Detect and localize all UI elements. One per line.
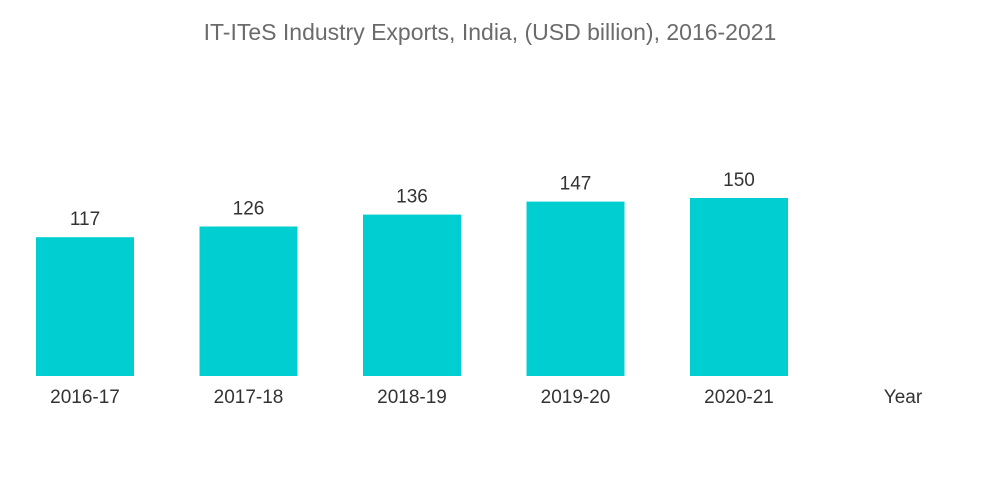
x-tick-label-2017-18: 2017-18 bbox=[214, 387, 284, 408]
bars-layer bbox=[36, 198, 788, 376]
bar-2020-21 bbox=[690, 198, 788, 376]
data-label-2020-21: 150 bbox=[723, 170, 755, 191]
data-label-2016-17: 117 bbox=[70, 209, 100, 230]
bar-2016-17 bbox=[36, 237, 134, 376]
bar-2019-20 bbox=[526, 201, 625, 376]
x-tick-label-2019-20: 2019-20 bbox=[541, 387, 611, 408]
data-label-2017-18: 126 bbox=[233, 199, 265, 220]
x-tick-labels: 2016-17 2017-18 2018-19 2019-20 2020-21 bbox=[50, 387, 774, 408]
x-tick-label-2016-17: 2016-17 bbox=[50, 387, 120, 408]
x-axis-label: Year bbox=[884, 387, 923, 408]
bar-2018-19 bbox=[363, 214, 461, 376]
bar-2017-18 bbox=[199, 226, 298, 376]
value-labels-layer: 117 126 136 147 150 bbox=[70, 170, 755, 230]
data-label-2018-19: 136 bbox=[396, 187, 428, 208]
data-label-2019-20: 147 bbox=[560, 174, 592, 195]
chart-title: IT-ITeS Industry Exports, India, (USD bi… bbox=[204, 19, 777, 45]
x-tick-label-2020-21: 2020-21 bbox=[704, 387, 774, 408]
x-tick-label-2018-19: 2018-19 bbox=[377, 387, 447, 408]
